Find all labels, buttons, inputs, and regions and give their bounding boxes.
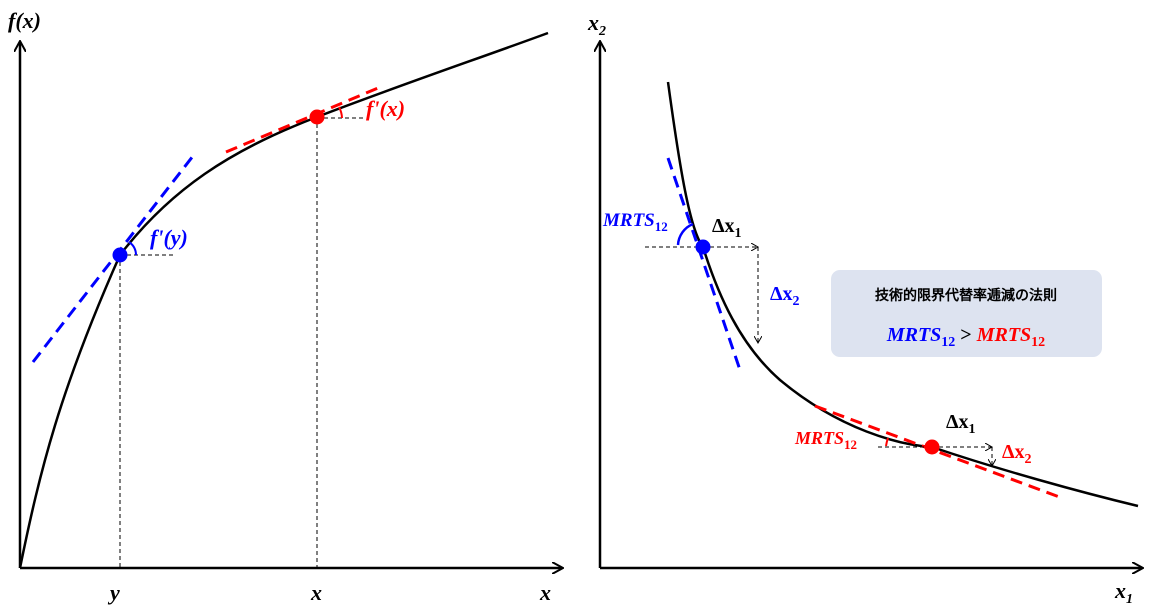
red-dx1-label: Δx1 — [946, 411, 976, 437]
tangent-line-blue — [666, 157, 742, 371]
blue-dx1-label: Δx1 — [712, 215, 742, 241]
left-panel: f(x) x y x f'(x) f'(y) — [8, 8, 562, 605]
red-mrts-label: MRTS12 — [794, 428, 857, 452]
blue-dx2-label: Δx2 — [770, 283, 800, 309]
law-box-title: 技術的限界代替率逓減の法則 — [875, 287, 1057, 304]
production-curve — [18, 31, 549, 569]
slope-label-y: f'(y) — [150, 225, 188, 250]
tangent-line-red — [814, 404, 1063, 500]
law-box-background — [831, 270, 1102, 357]
right-panel: x2 x1 MRTS12 Δx1 Δx2 MRTS12 Δx1 Δx2 技術的限… — [587, 10, 1142, 607]
right-x-axis-label: x1 — [1114, 578, 1133, 607]
tangent-line-x — [225, 86, 379, 154]
law-box: 技術的限界代替率逓減の法則 MRTS12 > MRTS12 — [831, 270, 1102, 357]
angle-arc-x — [338, 106, 343, 119]
point-blue — [695, 239, 711, 255]
slope-label-x: f'(x) — [366, 96, 405, 121]
point-x — [309, 109, 325, 125]
right-y-axis-label: x2 — [587, 10, 606, 39]
tangent-line-y — [31, 155, 195, 363]
angle-arc-y — [128, 241, 137, 256]
left-y-axis-label: f(x) — [8, 8, 41, 33]
blue-mrts-label: MRTS12 — [602, 210, 668, 234]
point-red — [924, 439, 940, 455]
angle-arc-red — [885, 437, 889, 447]
angle-arc-blue — [676, 222, 694, 246]
tick-label-x: x — [310, 580, 322, 605]
law-box-inequality: MRTS12 > MRTS12 — [886, 324, 1045, 350]
isoquant-curve — [666, 81, 1139, 508]
left-x-axis-label: x — [539, 580, 551, 605]
red-dx2-label: Δx2 — [1002, 441, 1032, 467]
point-y — [112, 247, 128, 263]
tick-label-y: y — [107, 580, 120, 605]
